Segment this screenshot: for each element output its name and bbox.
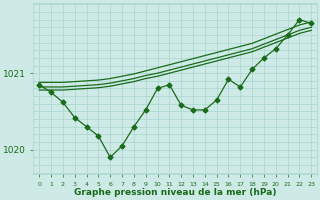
X-axis label: Graphe pression niveau de la mer (hPa): Graphe pression niveau de la mer (hPa) <box>74 188 276 197</box>
